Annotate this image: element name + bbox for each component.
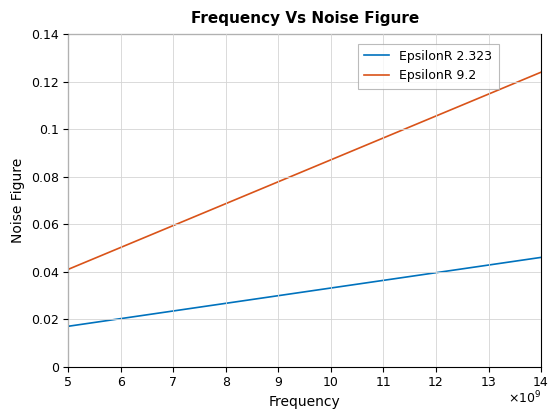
Y-axis label: Noise Figure: Noise Figure — [11, 158, 25, 243]
Legend: EpsilonR 2.323, EpsilonR 9.2: EpsilonR 2.323, EpsilonR 9.2 — [358, 44, 499, 89]
X-axis label: Frequency: Frequency — [269, 395, 340, 409]
Text: $\times10^9$: $\times10^9$ — [507, 390, 541, 407]
Title: Frequency Vs Noise Figure: Frequency Vs Noise Figure — [190, 11, 419, 26]
